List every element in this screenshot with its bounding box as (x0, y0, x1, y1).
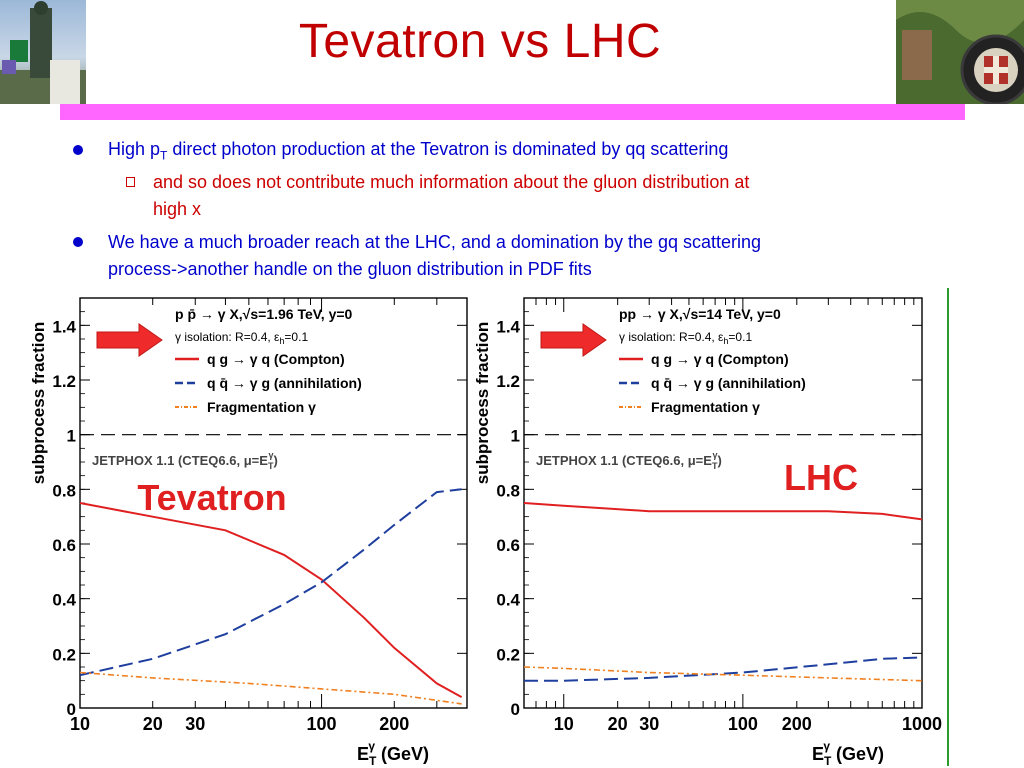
x-tick-label: 200 (782, 714, 812, 734)
legend-label-2: q q̄ → γ g (annihilation) (207, 375, 362, 391)
tevatron-chart: 0 0.2 0.4 0.6 0.8 1 1.2 1.4 10 20 30 100 200 p p̄ → γ… (30, 297, 468, 766)
y-tick-label: 0.4 (496, 591, 520, 610)
title-underline-bar (60, 104, 965, 120)
legend-title: p p̄ → γ X,√s=1.96 TeV, y=0 (175, 306, 353, 322)
y-tick-label: 0.2 (52, 645, 76, 664)
y-tick-label: 1.4 (52, 317, 76, 336)
lhc-chart: 0 0.2 0.4 0.6 0.8 1 1.2 1.4 10 20 30 100 200 1000 pp →… (476, 297, 942, 766)
campus-crest-photo (896, 0, 1024, 104)
bullet-2-line2: process->another handle on the gluon dis… (108, 259, 592, 279)
red-arrow (540, 323, 607, 357)
plot-frame (79, 297, 468, 709)
legend-label-2: q q̄ → γ g (annihilation) (651, 375, 806, 391)
series-line-2 (79, 488, 462, 677)
y-axis-label: subprocess fraction (476, 322, 492, 485)
sub-bullet-1-line1: and so does not contribute much informat… (153, 172, 750, 192)
y-tick-label: 0.2 (496, 645, 520, 664)
bullet-dot (73, 145, 83, 155)
bullet-1-sub: T (160, 148, 168, 163)
x-tick-label: 30 (639, 714, 659, 734)
y-tick-label: 0.4 (52, 591, 76, 610)
series-line-1 (523, 502, 923, 521)
x-tick-label: 200 (379, 714, 409, 734)
y-axis-label: subprocess fraction (30, 322, 48, 485)
y-tick-label: 1.4 (496, 317, 520, 336)
bullet-2-line1: We have a much broader reach at the LHC,… (108, 232, 762, 252)
plot-frame (523, 297, 923, 709)
legend-title: pp → γ X,√s=14 TeV, y=0 (619, 306, 781, 322)
x-tick-label: 10 (70, 714, 90, 734)
sub-bullet-marker (126, 177, 135, 187)
x-tick-label: 10 (554, 714, 574, 734)
y-tick-label: 0 (67, 700, 76, 719)
y-tick-label: 1.2 (52, 372, 76, 391)
y-tick-label: 0.8 (52, 481, 76, 500)
bullet-1-post: direct photon production at the Tevatron… (167, 139, 729, 159)
x-tick-label: 20 (143, 714, 163, 734)
x-tick-label: 30 (185, 714, 205, 734)
y-tick-label: 0.8 (496, 481, 520, 500)
slide-title: Tevatron vs LHC (298, 15, 662, 68)
bullet-1-pre: High p (108, 139, 161, 159)
x-tick-label: 20 (608, 714, 628, 734)
series-line-3 (79, 671, 462, 705)
x-axis-label: ETγ (GeV) (812, 739, 884, 766)
isolation-label: γ isolation: R=0.4, εh=0.1 (619, 330, 752, 346)
y-tick-label: 0 (511, 700, 520, 719)
legend-label-1: q g → γ q (Compton) (207, 351, 345, 367)
y-tick-label: 1.2 (496, 372, 520, 391)
bullet-1: High pT direct photon production at the … (108, 136, 938, 170)
sub-bullet-1-line2: high x (153, 199, 202, 219)
sub-bullet-1: and so does not contribute much informat… (153, 169, 943, 223)
big-chart-label: Tevatron (137, 477, 286, 518)
x-tick-label: 100 (307, 714, 337, 734)
red-arrow (96, 323, 163, 357)
statue-photo (0, 0, 86, 104)
isolation-label: γ isolation: R=0.4, εh=0.1 (175, 330, 308, 346)
legend-label-3: Fragmentation γ (207, 399, 316, 415)
big-chart-label: LHC (784, 457, 858, 498)
series-line-3 (523, 666, 923, 682)
y-tick-label: 1 (67, 427, 76, 446)
x-tick-label: 100 (728, 714, 758, 734)
series-line-1 (79, 502, 463, 698)
separator-line (947, 288, 949, 766)
bullet-2: We have a much broader reach at the LHC,… (108, 229, 948, 283)
jetphox-annotation: JETPHOX 1.1 (CTEQ6.6, μ=ETγ) (536, 450, 722, 471)
y-tick-label: 0.6 (52, 536, 76, 555)
x-axis-label: ETγ (GeV) (357, 739, 429, 766)
y-tick-label: 0.6 (496, 536, 520, 555)
y-tick-label: 1 (511, 427, 520, 446)
legend-label-3: Fragmentation γ (651, 399, 760, 415)
legend-label-1: q g → γ q (Compton) (651, 351, 789, 367)
x-tick-label: 1000 (902, 714, 942, 734)
jetphox-annotation: JETPHOX 1.1 (CTEQ6.6, μ=ETγ) (92, 450, 278, 471)
bullet-dot (73, 237, 83, 247)
